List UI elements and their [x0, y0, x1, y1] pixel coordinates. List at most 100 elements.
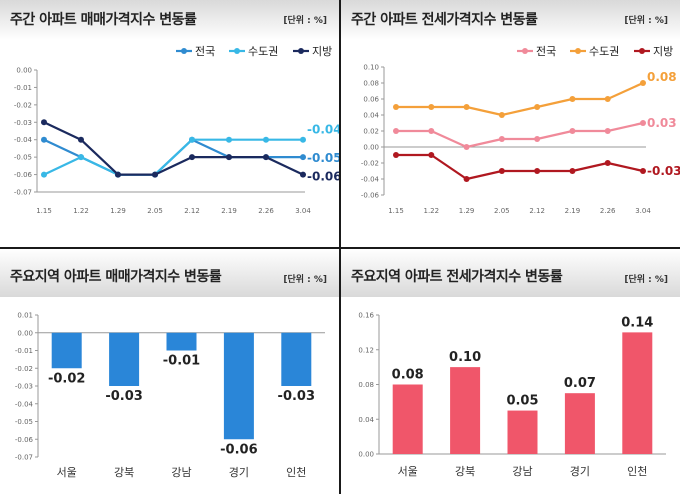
legend-marker — [639, 48, 645, 54]
category-label: 인천 — [627, 464, 647, 478]
x-tick-label: 3.04 — [635, 207, 651, 215]
data-point — [463, 176, 470, 182]
y-tick-label: -0.02 — [15, 365, 33, 373]
y-tick-label: -0.06 — [15, 436, 34, 444]
data-point — [189, 136, 195, 143]
bar-1 — [51, 332, 82, 369]
chart-title: 주요지역 아파트 전세가격지수 변동률 — [351, 269, 563, 285]
bar-value-label: 0.07 — [564, 376, 596, 391]
data-point — [300, 154, 306, 161]
jeonse-regional-bar-chart: 0.16 0.12 0.08 0.04 0.00 0.08 서울 0.10 강북 0.05 강남 0.… — [358, 312, 666, 478]
y-tick-label: -0.02 — [14, 101, 32, 109]
x-tick-label: 2.19 — [565, 207, 581, 215]
unit-label: [단위 : %] — [624, 275, 668, 285]
data-point — [263, 154, 269, 161]
data-point — [263, 136, 269, 143]
bar-4 — [564, 393, 595, 454]
y-tick-label: -0.02 — [361, 160, 379, 168]
data-point — [226, 154, 232, 161]
y-tick-label: -0.07 — [14, 189, 32, 197]
x-tick-label: 1.15 — [36, 207, 52, 215]
bar-value-label: 0.10 — [449, 350, 481, 365]
bar-1 — [392, 384, 423, 454]
bar-5 — [622, 332, 653, 454]
data-point — [428, 104, 435, 110]
y-tick-label: 0.16 — [358, 312, 374, 320]
legend-marker — [522, 48, 528, 54]
legend-marker — [181, 48, 187, 54]
data-point — [534, 168, 541, 174]
y-tick-label: 0.00 — [363, 144, 379, 152]
horizontal-divider — [0, 247, 680, 249]
data-point — [393, 128, 399, 134]
legend-marker — [298, 48, 304, 54]
series-end-label: -0.04 — [307, 123, 339, 137]
unit-label: [단위 : %] — [624, 16, 668, 26]
category-label: 인천 — [286, 465, 306, 479]
panel-header: 주간 아파트 전세가격지수 변동률 [단위 : %] — [341, 0, 680, 40]
panel-header: 주요지역 아파트 전세가격지수 변동률 [단위 : %] — [341, 249, 680, 297]
data-point — [604, 128, 611, 134]
data-point — [498, 136, 505, 142]
series-line-2 — [396, 81, 644, 117]
panel-jeonse-weekly: 주간 아파트 전세가격지수 변동률 [단위 : %] 0.10 0.08 0.06 0… — [341, 0, 680, 247]
panel-header: 주요지역 아파트 매매가격지수 변동률 [단위 : %] — [0, 249, 339, 297]
legend-marker — [234, 48, 240, 54]
y-tick-label: -0.01 — [15, 347, 33, 355]
category-label: 서울 — [57, 466, 77, 479]
series-line-2 — [43, 138, 303, 176]
data-point — [569, 96, 576, 102]
y-tick-label: 0.06 — [363, 96, 379, 104]
data-point — [393, 152, 399, 158]
data-point — [640, 168, 646, 174]
jeonse-weekly-line-chart: 0.10 0.08 0.06 0.04 0.02 0.00 -0.02 -0.04 -0.06 1… — [361, 45, 680, 215]
category-label: 경기 — [570, 465, 590, 478]
data-point — [78, 154, 84, 161]
data-point — [569, 128, 576, 134]
sale-weekly-line-chart: 0.00 -0.01 -0.02 -0.03 -0.04 -0.05 -0.06 -0.07 1… — [14, 45, 339, 215]
series-end-label: -0.06 — [307, 170, 339, 184]
x-tick-label: 3.04 — [295, 207, 311, 215]
series-end-label: -0.03 — [647, 164, 680, 178]
data-point — [300, 136, 306, 143]
panel-sale-regional: 주요지역 아파트 매매가격지수 변동률 [단위 : %] 0.01 0.00 -0.… — [0, 249, 339, 494]
data-point — [604, 160, 611, 166]
data-point — [498, 168, 505, 174]
x-tick-label: 1.29 — [110, 207, 126, 215]
x-tick-label: 2.12 — [529, 207, 545, 215]
legend-label: 지방 — [312, 45, 332, 58]
panel-jeonse-regional: 주요지역 아파트 전세가격지수 변동률 [단위 : %] 0.16 0.12 0.0… — [341, 249, 680, 494]
x-tick-label: 1.15 — [388, 207, 404, 215]
data-point — [604, 96, 611, 102]
category-label: 강북 — [114, 466, 134, 479]
chart-title: 주요지역 아파트 매매가격지수 변동률 — [10, 269, 222, 285]
data-point — [393, 104, 399, 110]
data-point — [534, 136, 541, 142]
data-point — [569, 168, 576, 174]
data-point — [534, 104, 541, 110]
legend-label: 수도권 — [248, 45, 278, 58]
bar-value-label: -0.03 — [278, 389, 315, 404]
y-tick-label: -0.07 — [15, 454, 33, 462]
category-label: 경기 — [229, 466, 249, 479]
category-label: 서울 — [398, 465, 418, 478]
sale-regional-bar-chart: 0.01 0.00 -0.01 -0.02 -0.03 -0.04 -0.05 -0.06 -0… — [15, 312, 325, 479]
x-tick-label: 2.05 — [147, 207, 163, 215]
bar-5 — [281, 332, 312, 386]
bar-2 — [109, 332, 140, 386]
data-point — [41, 171, 47, 178]
y-tick-label: -0.05 — [15, 418, 33, 426]
data-point — [152, 171, 158, 178]
data-point — [78, 136, 84, 143]
chart-title: 주간 아파트 전세가격지수 변동률 — [351, 12, 538, 28]
data-point — [463, 144, 470, 150]
x-tick-label: 2.05 — [494, 207, 510, 215]
y-tick-label: 0.04 — [358, 416, 374, 424]
unit-label: [단위 : %] — [283, 16, 327, 26]
bar-4 — [223, 332, 254, 440]
x-tick-label: 2.26 — [258, 207, 274, 215]
series-end-label: 0.08 — [647, 70, 677, 84]
data-point — [41, 119, 47, 126]
y-tick-label: -0.04 — [14, 136, 33, 144]
